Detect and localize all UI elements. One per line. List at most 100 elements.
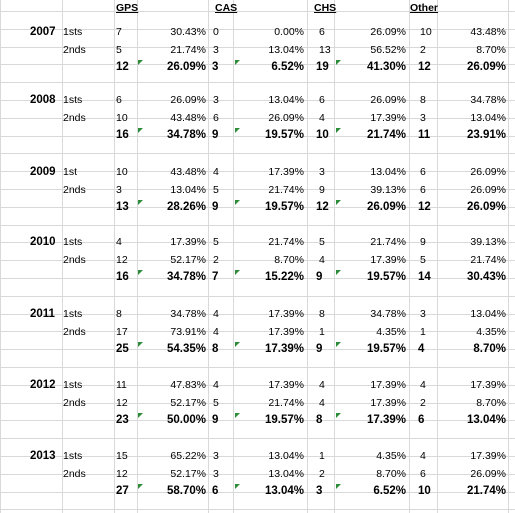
cell-chs[interactable]: 4 xyxy=(319,111,325,124)
year-label[interactable]: 2012 xyxy=(30,379,56,391)
cell-other-pct[interactable]: 21.74% xyxy=(470,253,506,266)
row-label[interactable]: 1sts xyxy=(63,450,83,462)
total-gps[interactable]: 16 xyxy=(116,271,129,283)
total-cas[interactable]: 3 xyxy=(212,61,219,73)
row-label[interactable]: 2nds xyxy=(63,43,86,56)
cell-chs[interactable]: 4 xyxy=(319,379,325,391)
cell-other[interactable]: 5 xyxy=(420,253,426,266)
total-other-pct[interactable]: 26.09% xyxy=(466,201,506,213)
year-label[interactable]: 2009 xyxy=(30,166,56,178)
cell-gps[interactable]: 11 xyxy=(116,379,127,391)
total-other-pct[interactable]: 26.09% xyxy=(466,61,506,73)
total-cas-pct[interactable]: 6.52% xyxy=(271,61,304,73)
cell-chs-pct[interactable]: 56.52% xyxy=(370,43,406,56)
cell-chs-pct[interactable]: 17.39% xyxy=(370,379,406,391)
cell-chs[interactable]: 2 xyxy=(319,467,325,480)
cell-cas[interactable]: 0 xyxy=(213,26,219,38)
cell-gps-pct[interactable]: 30.43% xyxy=(170,26,206,38)
cell-cas-pct[interactable]: 21.74% xyxy=(268,183,304,196)
cell-chs[interactable]: 13 xyxy=(319,43,331,56)
total-chs[interactable]: 3 xyxy=(316,485,323,497)
year-label[interactable]: 2008 xyxy=(30,94,56,106)
total-cas-pct[interactable]: 17.39% xyxy=(264,343,304,355)
row-label[interactable]: 1sts xyxy=(63,236,83,248)
cell-other-pct[interactable]: 26.09% xyxy=(470,183,506,196)
total-other-pct[interactable]: 23.91% xyxy=(466,129,506,141)
cell-chs-pct[interactable]: 39.13% xyxy=(370,183,406,196)
cell-other[interactable]: 3 xyxy=(420,111,426,124)
row-label[interactable]: 2nds xyxy=(63,325,86,338)
cell-chs[interactable]: 6 xyxy=(319,94,325,106)
cell-chs-pct[interactable]: 4.35% xyxy=(376,450,406,462)
total-cas[interactable]: 7 xyxy=(212,271,219,283)
total-cas-pct[interactable]: 13.04% xyxy=(264,485,304,497)
total-cas[interactable]: 9 xyxy=(212,201,219,213)
year-label[interactable]: 2013 xyxy=(30,450,56,462)
cell-chs-pct[interactable]: 13.04% xyxy=(370,166,406,178)
total-chs[interactable]: 9 xyxy=(316,343,323,355)
total-chs-pct[interactable]: 6.52% xyxy=(373,485,406,497)
total-gps-pct[interactable]: 34.78% xyxy=(166,129,206,141)
cell-other[interactable]: 3 xyxy=(420,308,426,320)
total-other[interactable]: 10 xyxy=(418,485,431,497)
cell-gps-pct[interactable]: 47.83% xyxy=(170,379,206,391)
cell-gps[interactable]: 7 xyxy=(116,26,122,38)
cell-other[interactable]: 6 xyxy=(420,467,426,480)
header-cas[interactable]: CAS xyxy=(215,2,238,14)
cell-other-pct[interactable]: 17.39% xyxy=(470,379,506,391)
cell-gps-pct[interactable]: 17.39% xyxy=(170,236,206,248)
cell-gps-pct[interactable]: 73.91% xyxy=(170,325,206,338)
cell-gps-pct[interactable]: 34.78% xyxy=(170,308,206,320)
row-label[interactable]: 1sts xyxy=(63,94,83,106)
total-cas-pct[interactable]: 15.22% xyxy=(264,271,304,283)
cell-other[interactable]: 4 xyxy=(420,379,426,391)
cell-other[interactable]: 6 xyxy=(420,166,426,178)
cell-other[interactable]: 9 xyxy=(420,236,426,248)
cell-chs[interactable]: 3 xyxy=(319,166,325,178)
cell-gps[interactable]: 8 xyxy=(116,308,122,320)
total-other[interactable]: 12 xyxy=(418,61,431,73)
total-gps[interactable]: 25 xyxy=(116,343,129,355)
cell-gps[interactable]: 10 xyxy=(116,111,128,124)
total-chs-pct[interactable]: 17.39% xyxy=(366,414,406,426)
cell-chs-pct[interactable]: 26.09% xyxy=(370,26,406,38)
year-label[interactable]: 2011 xyxy=(30,308,55,320)
cell-cas-pct[interactable]: 21.74% xyxy=(268,396,304,409)
cell-cas[interactable]: 2 xyxy=(213,253,219,266)
cell-cas[interactable]: 5 xyxy=(213,236,219,248)
header-other[interactable]: Other xyxy=(410,2,439,14)
total-cas-pct[interactable]: 19.57% xyxy=(264,129,304,141)
total-gps[interactable]: 12 xyxy=(116,61,129,73)
total-gps[interactable]: 23 xyxy=(116,414,129,426)
cell-cas[interactable]: 3 xyxy=(213,94,219,106)
total-chs[interactable]: 12 xyxy=(316,201,329,213)
total-other[interactable]: 12 xyxy=(418,201,431,213)
cell-cas-pct[interactable]: 8.70% xyxy=(274,253,304,266)
total-chs-pct[interactable]: 26.09% xyxy=(366,201,406,213)
cell-chs[interactable]: 4 xyxy=(319,396,325,409)
cell-cas-pct[interactable]: 17.39% xyxy=(268,379,304,391)
cell-gps-pct[interactable]: 26.09% xyxy=(170,94,206,106)
cell-gps-pct[interactable]: 52.17% xyxy=(170,396,206,409)
cell-other-pct[interactable]: 26.09% xyxy=(470,467,506,480)
cell-chs[interactable]: 8 xyxy=(319,308,325,320)
cell-chs-pct[interactable]: 21.74% xyxy=(370,236,406,248)
cell-cas[interactable]: 4 xyxy=(213,325,219,338)
cell-other-pct[interactable]: 39.13% xyxy=(470,236,506,248)
cell-gps[interactable]: 12 xyxy=(116,253,128,266)
cell-gps-pct[interactable]: 43.48% xyxy=(170,111,206,124)
cell-cas[interactable]: 4 xyxy=(213,166,219,178)
cell-gps[interactable]: 15 xyxy=(116,450,128,462)
cell-cas[interactable]: 4 xyxy=(213,308,219,320)
total-gps-pct[interactable]: 34.78% xyxy=(166,271,206,283)
cell-cas[interactable]: 6 xyxy=(213,111,219,124)
cell-cas-pct[interactable]: 21.74% xyxy=(268,236,304,248)
cell-cas[interactable]: 5 xyxy=(213,183,219,196)
cell-other-pct[interactable]: 43.48% xyxy=(470,26,506,38)
total-cas[interactable]: 8 xyxy=(212,343,219,355)
cell-chs-pct[interactable]: 8.70% xyxy=(376,467,406,480)
total-cas[interactable]: 9 xyxy=(212,414,219,426)
cell-other-pct[interactable]: 8.70% xyxy=(476,396,506,409)
total-cas-pct[interactable]: 19.57% xyxy=(264,201,304,213)
cell-cas-pct[interactable]: 17.39% xyxy=(268,166,304,178)
